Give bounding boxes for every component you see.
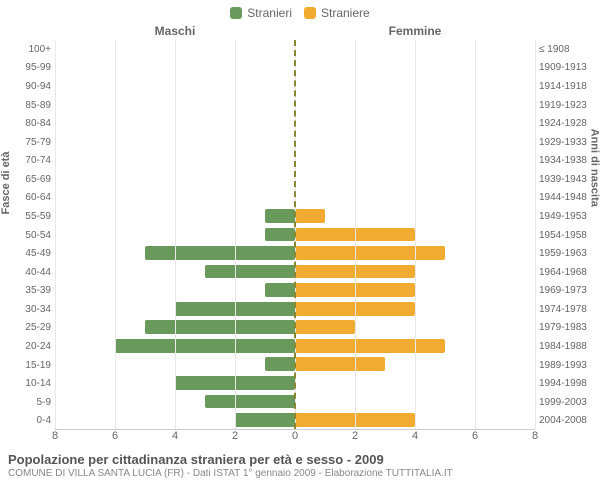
- x-tick: 4: [412, 430, 418, 442]
- footer: Popolazione per cittadinanza straniera p…: [0, 446, 600, 479]
- y-axis-label-left: Fasce di età: [0, 152, 12, 215]
- x-tick: 4: [172, 430, 178, 442]
- grid-line: [415, 40, 416, 429]
- bar-male: [265, 209, 295, 223]
- x-tick: 8: [532, 430, 538, 442]
- grid-line: [535, 40, 536, 429]
- age-tick: 80-84: [25, 114, 51, 133]
- x-tick: 6: [112, 430, 118, 442]
- age-tick: 25-29: [25, 319, 51, 338]
- birth-tick: 1954-1958: [539, 226, 587, 245]
- age-tick: 90-94: [25, 77, 51, 96]
- column-headers: Maschi Femmine: [0, 20, 600, 40]
- birth-tick: 2004-2008: [539, 412, 587, 431]
- plot-area: [55, 40, 535, 430]
- legend-item-female: Straniere: [304, 6, 370, 20]
- grid-line: [55, 40, 56, 429]
- birth-tick: 1969-1973: [539, 282, 587, 301]
- age-tick: 20-24: [25, 337, 51, 356]
- x-tick: 0: [292, 430, 298, 442]
- birth-tick: 1989-1993: [539, 356, 587, 375]
- age-tick: 15-19: [25, 356, 51, 375]
- birth-tick: ≤ 1908: [539, 40, 570, 59]
- age-tick: 60-64: [25, 189, 51, 208]
- age-tick: 0-4: [37, 412, 51, 431]
- birth-tick: 1964-1968: [539, 263, 587, 282]
- age-tick: 85-89: [25, 96, 51, 115]
- header-male: Maschi: [0, 24, 295, 38]
- x-axis: 8 6 4 2 0 2 4 6 8: [0, 430, 600, 446]
- legend: Stranieri Straniere: [0, 0, 600, 20]
- age-tick: 5-9: [37, 393, 51, 412]
- age-tick: 40-44: [25, 263, 51, 282]
- age-tick: 55-59: [25, 207, 51, 226]
- legend-label-male: Stranieri: [247, 6, 292, 20]
- bar-male: [145, 320, 295, 334]
- age-tick: 100+: [28, 40, 51, 59]
- bar-female: [295, 320, 355, 334]
- grid-line: [175, 40, 176, 429]
- birth-tick: 1934-1938: [539, 151, 587, 170]
- bar-male: [205, 265, 295, 279]
- birth-tick: 1919-1923: [539, 96, 587, 115]
- birth-tick: 1979-1983: [539, 319, 587, 338]
- birth-tick: 1924-1928: [539, 114, 587, 133]
- age-tick: 50-54: [25, 226, 51, 245]
- bar-male: [205, 395, 295, 409]
- y-axis-birth: ≤ 19081909-19131914-19181919-19231924-19…: [535, 40, 600, 430]
- birth-tick: 1959-1963: [539, 244, 587, 263]
- x-tick: 8: [52, 430, 58, 442]
- age-tick: 35-39: [25, 282, 51, 301]
- age-tick: 75-79: [25, 133, 51, 152]
- bar-female: [295, 246, 445, 260]
- legend-item-male: Stranieri: [230, 6, 292, 20]
- birth-tick: 1929-1933: [539, 133, 587, 152]
- birth-tick: 1984-1988: [539, 337, 587, 356]
- y-axis-age: 100+95-9990-9485-8980-8475-7970-7465-696…: [0, 40, 55, 430]
- birth-tick: 1914-1918: [539, 77, 587, 96]
- bar-male: [145, 246, 295, 260]
- age-tick: 45-49: [25, 244, 51, 263]
- chart-title: Popolazione per cittadinanza straniera p…: [8, 452, 592, 467]
- bar-male: [265, 283, 295, 297]
- chart-subtitle: COMUNE DI VILLA SANTA LUCIA (FR) - Dati …: [8, 468, 592, 479]
- grid-line: [475, 40, 476, 429]
- chart-area: Fasce di età Anni di nascita 100+95-9990…: [0, 40, 600, 430]
- age-tick: 70-74: [25, 151, 51, 170]
- bar-female: [295, 339, 445, 353]
- age-tick: 65-69: [25, 170, 51, 189]
- age-tick: 30-34: [25, 300, 51, 319]
- legend-label-female: Straniere: [321, 6, 370, 20]
- birth-tick: 1974-1978: [539, 300, 587, 319]
- x-tick: 2: [352, 430, 358, 442]
- age-tick: 10-14: [25, 374, 51, 393]
- header-female: Femmine: [295, 24, 600, 38]
- birth-tick: 1999-2003: [539, 393, 587, 412]
- bar-male: [115, 339, 295, 353]
- bar-male: [265, 357, 295, 371]
- legend-swatch-male: [230, 7, 242, 19]
- x-tick: 2: [232, 430, 238, 442]
- birth-tick: 1994-1998: [539, 374, 587, 393]
- birth-tick: 1949-1953: [539, 207, 587, 226]
- bar-female: [295, 209, 325, 223]
- birth-tick: 1944-1948: [539, 189, 587, 208]
- age-tick: 95-99: [25, 59, 51, 78]
- grid-line: [115, 40, 116, 429]
- bar-female: [295, 357, 385, 371]
- x-tick: 6: [472, 430, 478, 442]
- birth-tick: 1909-1913: [539, 59, 587, 78]
- bar-male: [235, 413, 295, 427]
- bar-male: [265, 228, 295, 242]
- legend-swatch-female: [304, 7, 316, 19]
- grid-line: [355, 40, 356, 429]
- birth-tick: 1939-1943: [539, 170, 587, 189]
- grid-line: [235, 40, 236, 429]
- x-ticks: 8 6 4 2 0 2 4 6 8: [55, 430, 535, 446]
- center-line: [294, 40, 296, 429]
- y-axis-label-right: Anni di nascita: [588, 129, 600, 207]
